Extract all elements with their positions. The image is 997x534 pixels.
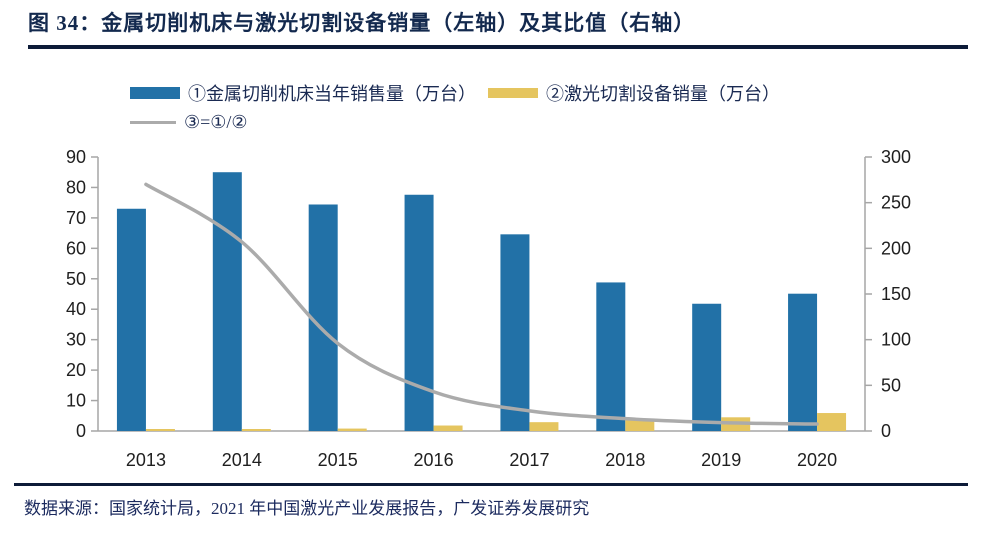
- legend-label-ratio: ③=①/②: [184, 112, 248, 132]
- x-axis-label-2019: 2019: [701, 450, 741, 470]
- x-axis-label-2015: 2015: [318, 450, 358, 470]
- dual-axis-bar-line-chart: 0 10 20 30 40 50 60 70 80 90 0 50 100 150 200 250 300 201…: [66, 147, 911, 470]
- ratio-line-swatch-icon: [130, 121, 176, 124]
- legend-label-laser: ②激光切割设备销量（万台）: [546, 84, 780, 104]
- right-axis-tick-label: 200: [881, 238, 911, 258]
- right-axis-tick-label: 0: [881, 421, 891, 441]
- bar-laser-2018: [625, 420, 655, 431]
- right-axis-tick-label: 300: [881, 147, 911, 167]
- bar-laser-2016: [433, 425, 463, 431]
- bar-laser-2015: [337, 428, 367, 431]
- left-axis-tick-label: 10: [66, 391, 86, 411]
- left-axis-tick-label: 70: [66, 208, 86, 228]
- right-axis-tick-label: 100: [881, 330, 911, 350]
- title-rule: [28, 45, 968, 49]
- bar-metal-2017: [500, 234, 530, 431]
- bar-metal-2016: [404, 194, 434, 431]
- legend-item-laser-bars: ②激光切割设备销量（万台）: [488, 80, 780, 106]
- x-axis-label-2020: 2020: [797, 450, 837, 470]
- x-axis-label-2016: 2016: [414, 450, 454, 470]
- data-source: 数据来源：国家统计局，2021 年中国激光产业发展报告，广发证券发展研究: [24, 499, 590, 518]
- bar-metal-2018: [596, 282, 626, 431]
- right-axis-tick-label: 150: [881, 284, 911, 304]
- left-axis-tick-label: 0: [76, 421, 86, 441]
- figure-title: 图 34：金属切削机床与激光切割设备销量（左轴）及其比值（右轴）: [28, 11, 696, 35]
- bar-laser-2013: [145, 429, 175, 431]
- right-axis-tick-label: 50: [881, 375, 901, 395]
- bar-laser-2014: [241, 429, 271, 431]
- left-axis-tick-label: 90: [66, 147, 86, 167]
- footer-rule: [14, 483, 968, 486]
- legend-label-metal: ①金属切削机床当年销售量（万台）: [188, 84, 476, 104]
- bar-metal-2013: [116, 208, 146, 431]
- x-axis-label-2018: 2018: [605, 450, 645, 470]
- bar-metal-2019: [692, 303, 722, 431]
- left-axis-tick-label: 20: [66, 360, 86, 380]
- bar-metal-2015: [308, 204, 338, 431]
- metal-bar-swatch-icon: [130, 87, 180, 99]
- bar-metal-2020: [788, 293, 818, 431]
- x-axis-label-2017: 2017: [509, 450, 549, 470]
- ratio-line-series: [144, 182, 819, 426]
- bar-metal-2014: [212, 172, 242, 431]
- bar-laser-2020: [817, 413, 847, 431]
- legend-item-metal-bars: ①金属切削机床当年销售量（万台）: [130, 80, 476, 106]
- left-axis-tick-label: 30: [66, 330, 86, 350]
- right-axis-tick-label: 250: [881, 193, 911, 213]
- left-axis-tick-label: 80: [66, 177, 86, 197]
- laser-bar-swatch-icon: [488, 88, 538, 98]
- left-axis-tick-label: 40: [66, 299, 86, 319]
- left-axis-tick-label: 60: [66, 238, 86, 258]
- legend-item-ratio-line: ③=①/②: [130, 112, 248, 133]
- bar-laser-2017: [529, 422, 559, 431]
- x-axis-label-2014: 2014: [222, 450, 262, 470]
- left-axis-tick-label: 50: [66, 269, 86, 289]
- x-axis-label-2013: 2013: [126, 450, 166, 470]
